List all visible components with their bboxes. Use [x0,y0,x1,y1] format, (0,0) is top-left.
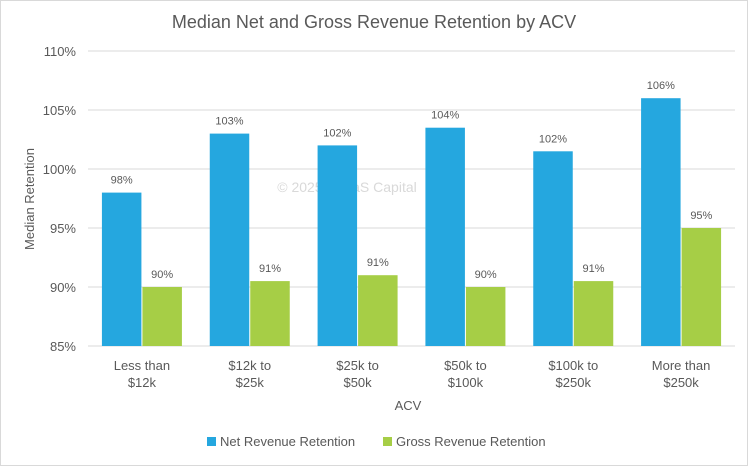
gross-retention-bar [573,281,614,346]
y-tick-label: 100% [43,162,77,177]
net-retention-bar [533,151,573,346]
data-label: 91% [582,263,604,275]
x-tick-label: $100k to [548,358,598,373]
gross-retention-bar [250,281,290,346]
data-label: 102% [323,127,351,139]
x-axis-label: ACV [395,398,422,413]
net-retention-bar [317,145,358,346]
x-tick-label: $250k [556,375,592,390]
x-tick-label: $12k [128,375,157,390]
legend-swatch [383,437,392,446]
y-axis-label: Median Retention [22,148,37,250]
gross-retention-bar [681,228,722,346]
legend-label: Net Revenue Retention [220,434,355,449]
x-tick-label: $12k to [228,358,271,373]
x-tick-label: $50k to [444,358,487,373]
x-tick-label: $100k [448,375,484,390]
data-label: 102% [539,133,567,145]
x-tick-label: $250k [663,375,699,390]
x-tick-label: More than [652,358,711,373]
data-label: 106% [647,80,675,92]
net-retention-bar [101,192,142,346]
y-tick-label: 90% [50,280,76,295]
y-tick-label: 85% [50,339,76,354]
y-tick-label: 95% [50,221,76,236]
chart-title: Median Net and Gross Revenue Retention b… [172,12,576,32]
gross-retention-bar [465,287,506,346]
y-tick-label: 110% [44,44,77,59]
x-tick-label: Less than [114,358,170,373]
legend-label: Gross Revenue Retention [396,434,546,449]
legend-swatch [207,437,216,446]
net-retention-bar [425,127,465,346]
y-tick-label: 105% [43,103,77,118]
data-label: 90% [475,269,497,281]
gross-retention-bar [358,275,398,346]
gross-retention-bar [142,287,182,346]
net-retention-bar [641,98,681,346]
data-label: 103% [215,116,243,128]
data-label: 95% [690,210,712,222]
data-label: 98% [111,175,133,187]
data-label: 91% [259,263,281,275]
x-tick-label: $25k [236,375,265,390]
data-label: 104% [431,110,459,122]
net-retention-bar [209,133,250,346]
x-tick-label: $50k [343,375,372,390]
x-tick-label: $25k to [336,358,379,373]
data-label: 91% [367,257,389,269]
data-label: 90% [151,269,173,281]
